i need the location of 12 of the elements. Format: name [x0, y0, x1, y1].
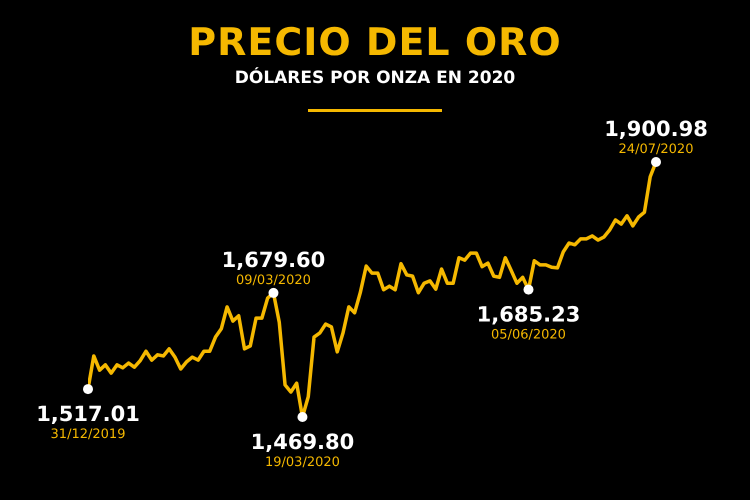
text: 31/12/2019: [50, 427, 126, 442]
chart-subtitle: DÓLARES POR ONZA EN 2020: [234, 68, 516, 88]
data-label: 1,469.80: [250, 430, 354, 454]
annotation: 05/06/2020: [491, 328, 566, 343]
data-label: 1,679.60: [222, 248, 326, 272]
data-label: 1,900.98: [604, 117, 708, 141]
annotation: 09/03/2020: [236, 272, 311, 288]
text: 24/07/2020: [618, 142, 694, 157]
data-label: 1,685.23: [476, 302, 580, 327]
text: 19/03/2020: [264, 455, 340, 470]
data-label: 1,517.01: [36, 402, 140, 426]
chart-title: PRECIO DEL ORO: [187, 20, 563, 64]
